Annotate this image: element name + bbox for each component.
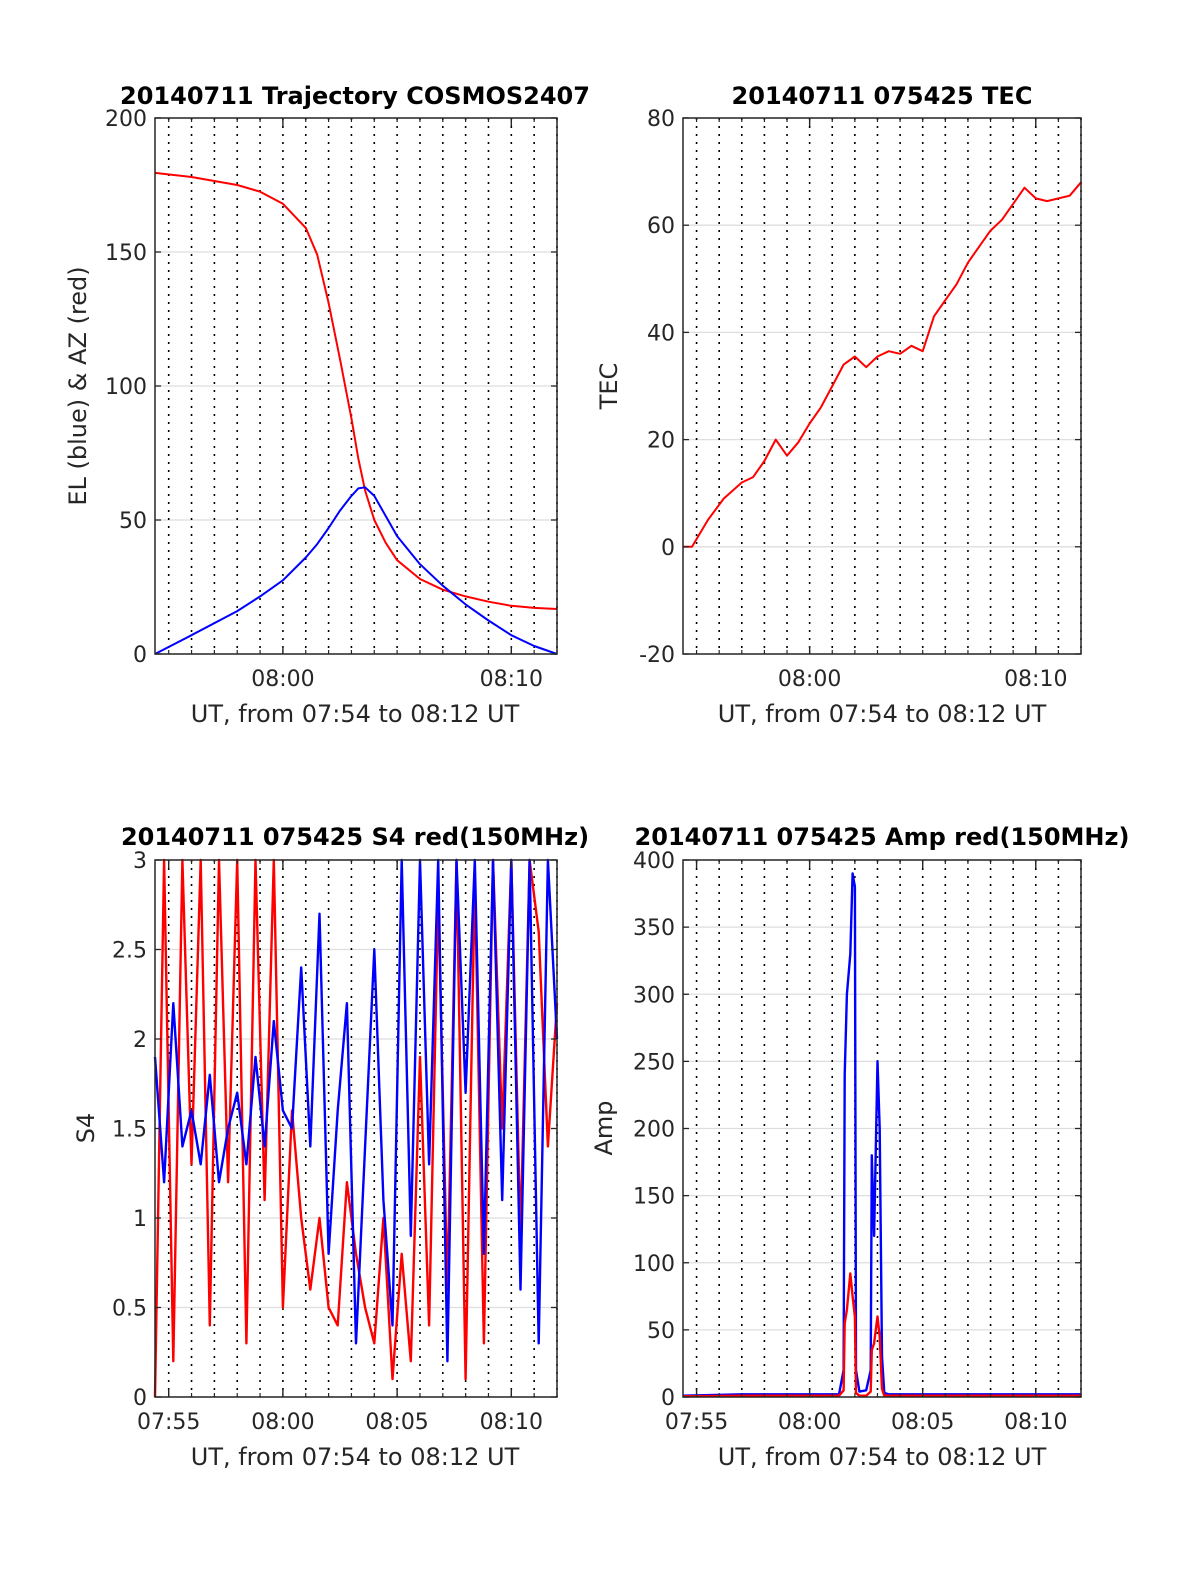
y-tick-label: 300 (633, 983, 675, 1008)
y-tick-label: 50 (647, 1319, 675, 1344)
amp-panel: 20140711 075425 Amp red(150MHz) UT, from… (590, 823, 1129, 1471)
y-tick-label: 400 (633, 849, 675, 874)
y-tick-label: 2 (133, 1028, 147, 1053)
y-tick-label: 250 (633, 1050, 675, 1075)
x-tick-label: 08:05 (891, 1410, 954, 1435)
x-tick-label: 08:00 (778, 667, 841, 692)
x-tick-label: 08:10 (480, 1410, 543, 1435)
plot-area: 0 0.5 1 1.5 2 2.5 3 07:55 08:00 08:05 08:10 (112, 849, 559, 1435)
series-line (153, 858, 559, 1363)
x-axis-label: UT, from 07:54 to 08:12 UT (191, 700, 520, 728)
panel-title: 20140711 075425 TEC (732, 82, 1033, 110)
y-tick-label: 200 (105, 107, 147, 132)
series-line (154, 171, 558, 610)
y-tick-label: 0 (133, 643, 147, 668)
x-axis-label: UT, from 07:54 to 08:12 UT (718, 1443, 1047, 1471)
plot-frame (682, 117, 1082, 655)
y-tick-label: 2.5 (112, 939, 147, 964)
trajectory-panel: 20140711 Trajectory COSMOS2407 UT, from … (64, 82, 590, 728)
x-tick-label: 08:10 (1004, 667, 1067, 692)
y-tick-label: 20 (647, 429, 675, 454)
plot-area: 0 50 100 150 200 08:00 08:10 (105, 107, 558, 692)
panel-title: 20140711 075425 S4 red(150MHz) (121, 823, 589, 851)
x-tick-label: 08:05 (365, 1410, 428, 1435)
y-tick-label: 150 (633, 1185, 675, 1210)
x-tick-label: 08:00 (251, 667, 314, 692)
x-tick-label: 08:00 (251, 1410, 314, 1435)
x-tick-label: 08:10 (480, 667, 543, 692)
y-tick-label: 0 (661, 536, 675, 561)
series-line (683, 181, 1082, 548)
y-tick-label: -20 (639, 643, 675, 668)
y-tick-label: 60 (647, 214, 675, 239)
panel-title: 20140711 075425 Amp red(150MHz) (635, 823, 1130, 851)
y-axis-label: Amp (590, 1100, 618, 1155)
y-tick-label: 40 (647, 321, 675, 346)
y-tick-label: 100 (105, 375, 147, 400)
y-tick-label: 1.5 (112, 1118, 147, 1143)
series-line (682, 1272, 1081, 1398)
y-tick-label: 3 (133, 849, 147, 874)
x-tick-label: 07:55 (665, 1410, 728, 1435)
plot-area: -20 0 20 40 60 80 08:00 08:10 (639, 107, 1082, 692)
y-tick-label: 350 (633, 916, 675, 941)
y-tick-label: 100 (633, 1252, 675, 1277)
x-axis-label: UT, from 07:54 to 08:12 UT (718, 700, 1047, 728)
tec-panel: 20140711 075425 TEC UT, from 07:54 to 08… (595, 82, 1082, 728)
x-tick-label: 07:55 (137, 1410, 200, 1435)
y-axis-label: EL (blue) & AZ (red) (64, 266, 92, 505)
plot-area: 0 50 100 150 200 250 300 350 400 07:55 08:00 08:05 0… (633, 849, 1082, 1435)
plot-background (683, 118, 1081, 654)
x-tick-label: 08:10 (1004, 1410, 1067, 1435)
x-axis-label: UT, from 07:54 to 08:12 UT (191, 1443, 520, 1471)
y-tick-label: 0.5 (112, 1297, 147, 1322)
y-tick-label: 1 (133, 1207, 147, 1232)
y-tick-label: 80 (647, 107, 675, 132)
y-tick-label: 50 (119, 509, 147, 534)
y-axis-label: S4 (72, 1113, 100, 1144)
y-tick-label: 150 (105, 241, 147, 266)
y-tick-label: 200 (633, 1118, 675, 1143)
y-tick-label: 0 (133, 1386, 147, 1411)
series-line (154, 486, 558, 655)
x-tick-label: 08:00 (778, 1410, 841, 1435)
y-tick-label: 0 (661, 1386, 675, 1411)
s4-panel: 20140711 075425 S4 red(150MHz) UT, from … (72, 823, 589, 1471)
panel-title: 20140711 Trajectory COSMOS2407 (120, 82, 590, 110)
y-axis-label: TEC (595, 363, 623, 411)
